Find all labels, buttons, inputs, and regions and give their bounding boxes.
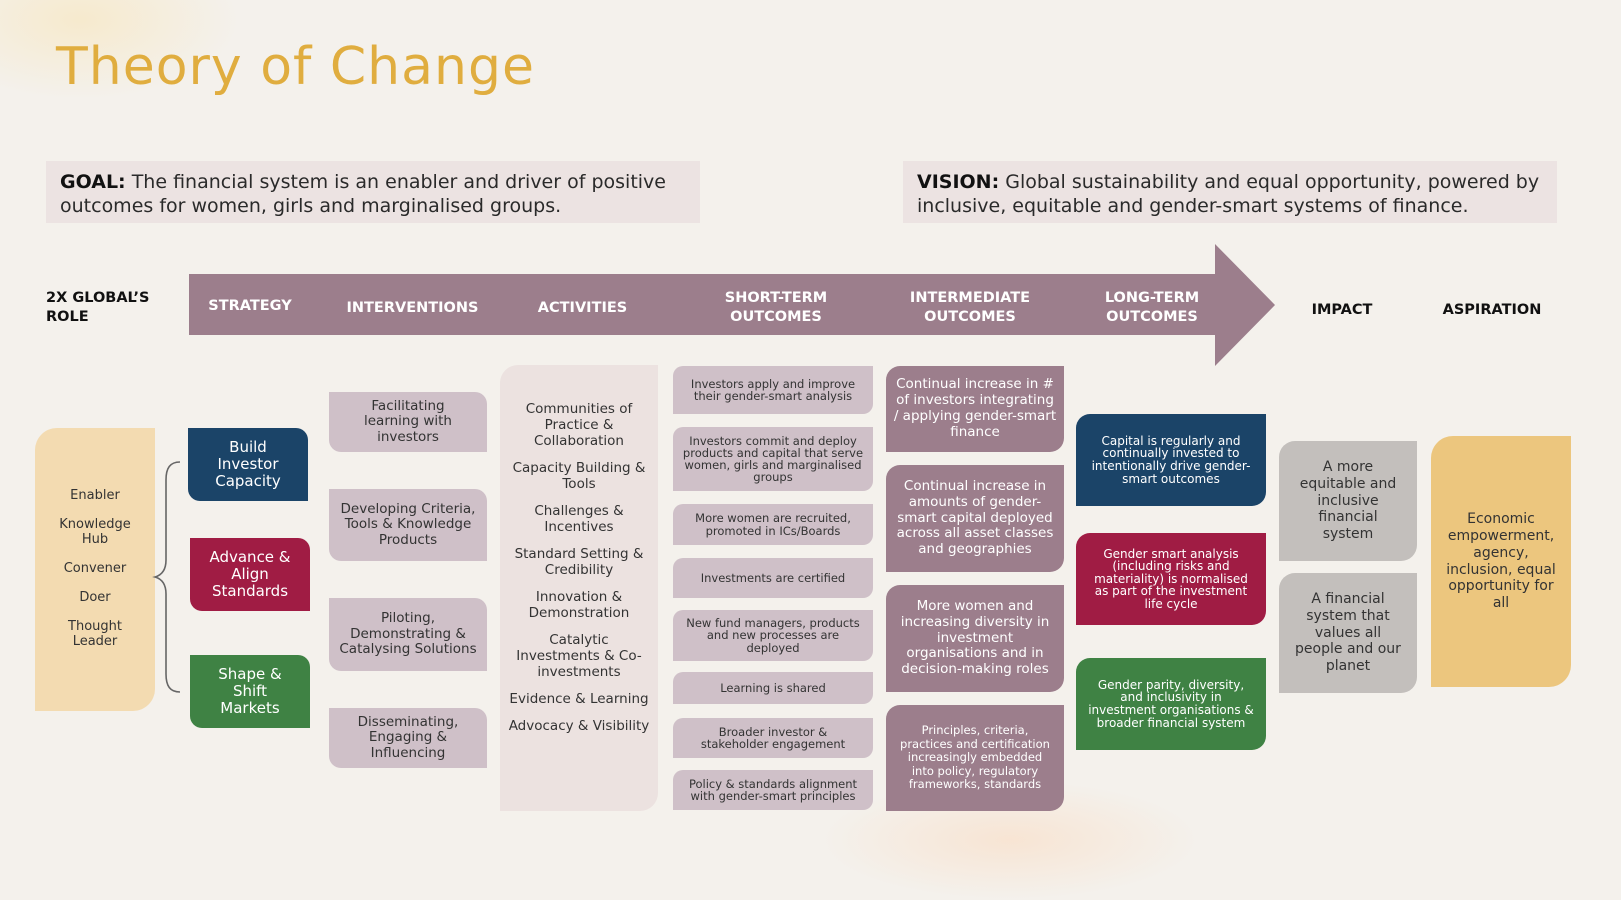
strategy-box: Shape & Shift Markets [190, 655, 310, 728]
column-header-aspiration: ASPIRATION [1442, 302, 1542, 318]
intermediate-outcome: Principles, criteria, practices and cert… [886, 705, 1064, 811]
goal-label: GOAL: [60, 171, 126, 193]
short-term-outcome: Investments are certified [673, 558, 873, 598]
goal-statement: GOAL: The financial system is an enabler… [46, 161, 700, 223]
activities-panel: Communities of Practice & Collaboration … [500, 365, 658, 811]
role-item: Thought Leader [68, 618, 122, 649]
activity-item: Challenges & Incentives [534, 503, 624, 535]
intermediate-outcome: Continual increase in amounts of gender-… [886, 465, 1064, 572]
impact-box: A more equitable and inclusive financial… [1279, 441, 1417, 561]
activity-item: Innovation & Demonstration [528, 589, 630, 621]
column-header-impact: IMPACT [1311, 302, 1373, 318]
short-term-outcome: Learning is shared [673, 672, 873, 704]
goal-text: The financial system is an enabler and d… [60, 171, 666, 217]
column-header-interventions: INTERVENTIONS [346, 300, 479, 316]
short-term-outcome: Broader investor & stakeholder engagemen… [673, 718, 873, 758]
role-item: Enabler [70, 488, 120, 504]
role-item: Convener [63, 561, 127, 577]
role-item: Knowledge Hub [59, 517, 131, 548]
short-term-outcome: Investors apply and improve their gender… [673, 366, 873, 414]
strategy-box: Advance & Align Standards [190, 538, 310, 611]
intervention-box: Disseminating, Engaging & Influencing [329, 708, 487, 768]
column-header-strategy: STRATEGY [208, 298, 292, 314]
column-header-short-term: SHORT-TERM OUTCOMES [724, 290, 828, 325]
short-term-outcome: More women are recruited, promoted in IC… [673, 504, 873, 545]
activity-item: Catalytic Investments & Co-investments [516, 632, 642, 680]
curly-brace-icon-path [152, 461, 181, 693]
intermediate-outcome: More women and increasing diversity in i… [886, 585, 1064, 692]
intervention-box: Developing Criteria, Tools & Knowledge P… [329, 489, 487, 561]
intervention-box: Piloting, Demonstrating & Catalysing Sol… [329, 598, 487, 671]
long-term-outcome: Gender smart analysis (including risks a… [1076, 533, 1266, 625]
page-title: Theory of Change [56, 37, 535, 97]
role-panel: Enabler Knowledge Hub Convener Doer Thou… [35, 428, 155, 711]
progress-arrow-shape [189, 244, 1275, 366]
vision-label: VISION: [917, 171, 1000, 193]
vision-text: Global sustainability and equal opportun… [917, 171, 1540, 217]
activity-item: Communities of Practice & Collaboration [525, 401, 633, 449]
intermediate-outcome: Continual increase in # of investors int… [886, 366, 1064, 452]
column-header-long-term: LONG-TERM OUTCOMES [1104, 290, 1200, 325]
column-header-activities: ACTIVITIES [537, 300, 628, 316]
intervention-box: Facilitating learning with investors [329, 392, 487, 452]
strategy-box: Build Investor Capacity [188, 428, 308, 501]
curly-brace-icon [152, 461, 181, 693]
vision-statement: VISION: Global sustainability and equal … [903, 161, 1557, 223]
short-term-outcome: New fund managers, products and new proc… [673, 610, 873, 661]
column-header-intermediate: INTERMEDIATE OUTCOMES [909, 290, 1031, 325]
aspiration-box: Economic empowerment, agency, inclusion,… [1431, 436, 1571, 687]
progress-arrow [189, 244, 1275, 366]
role-item: Doer [79, 589, 111, 605]
activity-item: Advocacy & Visibility [508, 718, 650, 734]
short-term-outcome: Policy & standards alignment with gender… [673, 770, 873, 810]
long-term-outcome: Gender parity, diversity, and inclusivit… [1076, 658, 1266, 750]
long-term-outcome: Capital is regularly and continually inv… [1076, 414, 1266, 506]
activity-item: Standard Setting & Credibility [514, 546, 644, 578]
activity-item: Evidence & Learning [509, 691, 649, 707]
activity-item: Capacity Building & Tools [512, 460, 646, 492]
short-term-outcome: Investors commit and deploy products and… [673, 427, 873, 491]
impact-box: A financial system that values all peopl… [1279, 573, 1417, 693]
column-header-role: 2X GLOBAL’S ROLE [46, 290, 150, 325]
